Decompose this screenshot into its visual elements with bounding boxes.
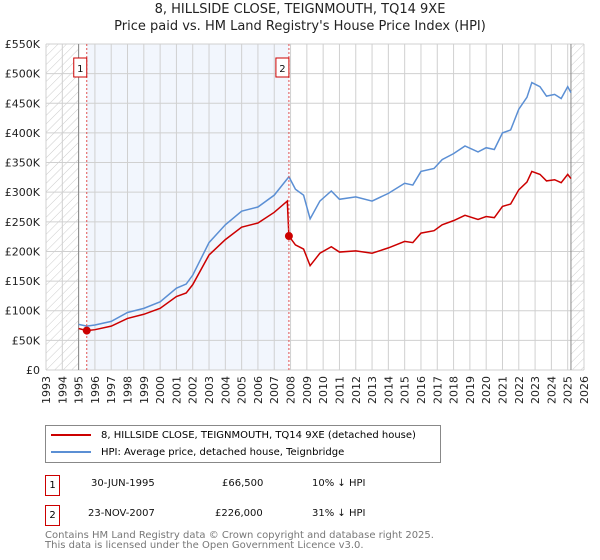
hatched-region bbox=[570, 44, 584, 370]
y-tick-label: £500K bbox=[5, 68, 41, 81]
x-tick-label: 2000 bbox=[154, 376, 167, 404]
property-price-line bbox=[78, 170, 572, 332]
sale-flag bbox=[73, 57, 88, 78]
x-tick-label: 2015 bbox=[399, 376, 412, 404]
sale-date: 23-NOV-2007 bbox=[88, 508, 155, 519]
x-tick-label: 2017 bbox=[431, 376, 444, 404]
x-tick-label: 2006 bbox=[252, 376, 265, 404]
sale-date: 30-JUN-1995 bbox=[91, 478, 155, 489]
x-tick-label: 2022 bbox=[513, 376, 526, 404]
x-tick-label: 1999 bbox=[138, 376, 151, 404]
sale-point bbox=[284, 232, 293, 241]
sale-marker-1: 1 bbox=[45, 475, 60, 496]
sale-point bbox=[82, 326, 91, 335]
legend-blue-line bbox=[51, 451, 91, 453]
y-tick-label: £150K bbox=[5, 275, 41, 288]
x-tick-label: 2023 bbox=[529, 376, 542, 404]
sale-hpi-diff: 31% ↓ HPI bbox=[312, 508, 366, 519]
x-tick-label: 1997 bbox=[105, 376, 118, 404]
footer-line-2: This data is licensed under the Open Gov… bbox=[45, 540, 364, 551]
y-tick-label: £0 bbox=[26, 364, 40, 377]
sale-flag bbox=[275, 57, 290, 78]
x-tick-label: 2004 bbox=[219, 376, 232, 404]
footer-line-1: Contains HM Land Registry data © Crown c… bbox=[45, 530, 434, 541]
y-tick-label: £300K bbox=[5, 186, 41, 199]
y-tick-label: £250K bbox=[5, 216, 41, 229]
x-tick-label: 2012 bbox=[350, 376, 363, 404]
x-tick-label: 2010 bbox=[317, 376, 330, 404]
y-tick-label: £350K bbox=[5, 157, 41, 170]
legend-label-property: 8, HILLSIDE CLOSE, TEIGNMOUTH, TQ14 9XE … bbox=[101, 429, 416, 441]
hpi-line bbox=[78, 81, 572, 327]
x-tick-label: 2009 bbox=[301, 376, 314, 404]
y-tick-label: £550K bbox=[5, 38, 41, 51]
x-tick-label: 2024 bbox=[545, 376, 558, 404]
footer: Contains HM Land Registry data © Crown c… bbox=[45, 531, 434, 551]
chart-title: 8, HILLSIDE CLOSE, TEIGNMOUTH, TQ14 9XE bbox=[154, 2, 446, 17]
x-tick-label: 2002 bbox=[187, 376, 200, 404]
sale-flag-label: 2 bbox=[279, 64, 285, 75]
y-tick-label: £450K bbox=[5, 97, 41, 110]
x-tick-label: 2001 bbox=[170, 376, 183, 404]
x-tick-label: 2008 bbox=[285, 376, 298, 404]
x-tick-label: 1998 bbox=[122, 376, 135, 404]
x-tick-label: 1993 bbox=[40, 376, 53, 404]
x-tick-label: 2005 bbox=[236, 376, 249, 404]
x-tick-label: 2016 bbox=[415, 376, 428, 404]
x-tick-label: 2007 bbox=[268, 376, 281, 404]
sale-price: £226,000 bbox=[215, 508, 263, 519]
x-tick-label: 2025 bbox=[562, 376, 575, 404]
sale-marker-2: 2 bbox=[45, 505, 60, 526]
x-tick-label: 2019 bbox=[464, 376, 477, 404]
x-tick-label: 2013 bbox=[366, 376, 379, 404]
sale-price: £66,500 bbox=[222, 478, 264, 489]
x-tick-label: 1996 bbox=[89, 376, 102, 404]
sale-flag-label: 1 bbox=[77, 64, 83, 75]
x-tick-label: 2026 bbox=[578, 376, 591, 404]
y-tick-label: £200K bbox=[5, 245, 41, 258]
x-tick-label: 2018 bbox=[448, 376, 461, 404]
x-tick-label: 2021 bbox=[496, 376, 509, 404]
price-chart: 1 2 1993 1994 1995 1996 1997 1998 1999 2000 2001 20… bbox=[5, 38, 591, 404]
y-tick-label: £400K bbox=[5, 127, 41, 140]
x-tick-label: 1994 bbox=[56, 376, 69, 404]
x-tick-label: 2014 bbox=[382, 376, 395, 404]
x-tick-label: 2003 bbox=[203, 376, 216, 404]
legend: 8, HILLSIDE CLOSE, TEIGNMOUTH, TQ14 9XE … bbox=[45, 425, 441, 463]
x-tick-label: 2020 bbox=[480, 376, 493, 404]
chart-subtitle: Price paid vs. HM Land Registry's House … bbox=[114, 19, 486, 34]
x-tick-label: 1995 bbox=[73, 376, 86, 404]
x-tick-label: 2011 bbox=[333, 376, 346, 404]
sale-hpi-diff: 10% ↓ HPI bbox=[312, 478, 366, 489]
y-tick-label: £100K bbox=[5, 305, 41, 318]
legend-red-line bbox=[51, 434, 91, 436]
legend-label-hpi: HPI: Average price, detached house, Teig… bbox=[101, 446, 345, 458]
y-tick-label: £50K bbox=[12, 334, 41, 347]
